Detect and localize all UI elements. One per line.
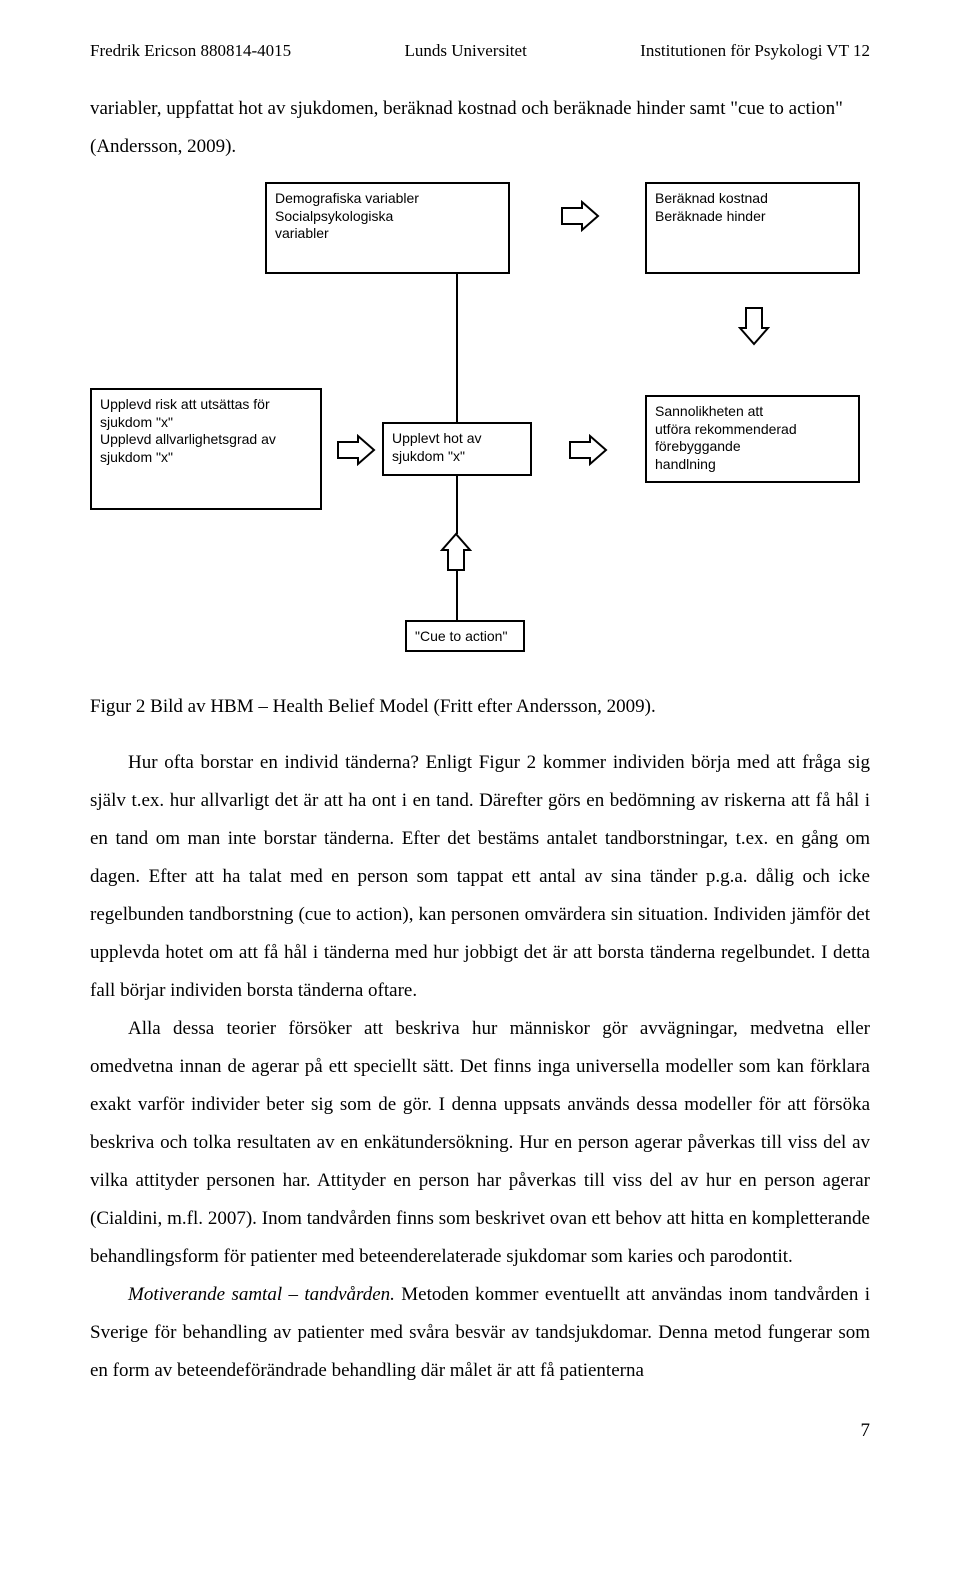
body-text: Hur ofta borstar en individ tänderna? En… [90,752,870,1001]
diagram-box-perceived-threat: Upplevt hot av sjukdom "x" [382,422,532,476]
header-center: Lunds Universitet [405,40,527,62]
header-left: Fredrik Ericson 880814-4015 [90,40,291,62]
body-text: Alla dessa teorier försöker att beskriva… [90,1018,870,1267]
diagram-box-demographic-variables: Demografiska variabler Socialpsykologisk… [265,182,510,274]
figure-caption: Figur 2 Bild av HBM – Health Belief Mode… [90,688,870,726]
body-paragraph-1: Hur ofta borstar en individ tänderna? En… [90,744,870,1010]
arrow-right-icon [568,434,608,466]
diagram-box-likelihood-action: Sannolikheten att utföra rekommenderad f… [645,395,860,483]
box-line: förebyggande [655,438,850,456]
box-line: sjukdom "x" [392,448,522,466]
body-paragraph-3: Motiverande samtal – tandvården. Metoden… [90,1276,870,1390]
box-line: variabler [275,225,500,243]
header-right: Institutionen för Psykologi VT 12 [640,40,870,62]
page-number: 7 [90,1412,870,1450]
diagram-connector [456,570,458,620]
box-line: Beräknad kostnad [655,190,850,208]
diagram-connector [456,274,458,422]
arrow-down-icon [738,306,770,346]
box-line: "Cue to action" [415,628,515,646]
box-line: Beräknade hinder [655,208,850,226]
diagram-connector [456,476,458,534]
arrow-up-icon [440,532,472,572]
arrow-right-icon [560,200,600,232]
box-line: handlning [655,456,850,474]
box-line: Sannolikheten att [655,403,850,421]
box-line: Demografiska variabler [275,190,500,208]
diagram-box-cue-to-action: "Cue to action" [405,620,525,652]
box-line: Socialpsykologiska [275,208,500,226]
box-line: Upplevd allvarlighetsgrad av [100,431,312,449]
diagram-box-perceived-risk: Upplevd risk att utsättas för sjukdom "x… [90,388,322,510]
intro-paragraph: variabler, uppfattat hot av sjukdomen, b… [90,90,870,166]
arrow-right-icon [336,434,376,466]
box-line: Upplevt hot av [392,430,522,448]
diagram-box-calculated-cost: Beräknad kostnad Beräknade hinder [645,182,860,274]
box-line: sjukdom "x" [100,414,312,432]
box-line: sjukdom "x" [100,449,312,467]
hbm-diagram: Demografiska variabler Socialpsykologisk… [90,180,870,670]
subheading-motiverande-samtal: Motiverande samtal – tandvården. [128,1284,395,1305]
page-header: Fredrik Ericson 880814-4015 Lunds Univer… [90,40,870,62]
box-line: utföra rekommenderad [655,421,850,439]
body-paragraph-2: Alla dessa teorier försöker att beskriva… [90,1010,870,1276]
box-line: Upplevd risk att utsättas för [100,396,312,414]
